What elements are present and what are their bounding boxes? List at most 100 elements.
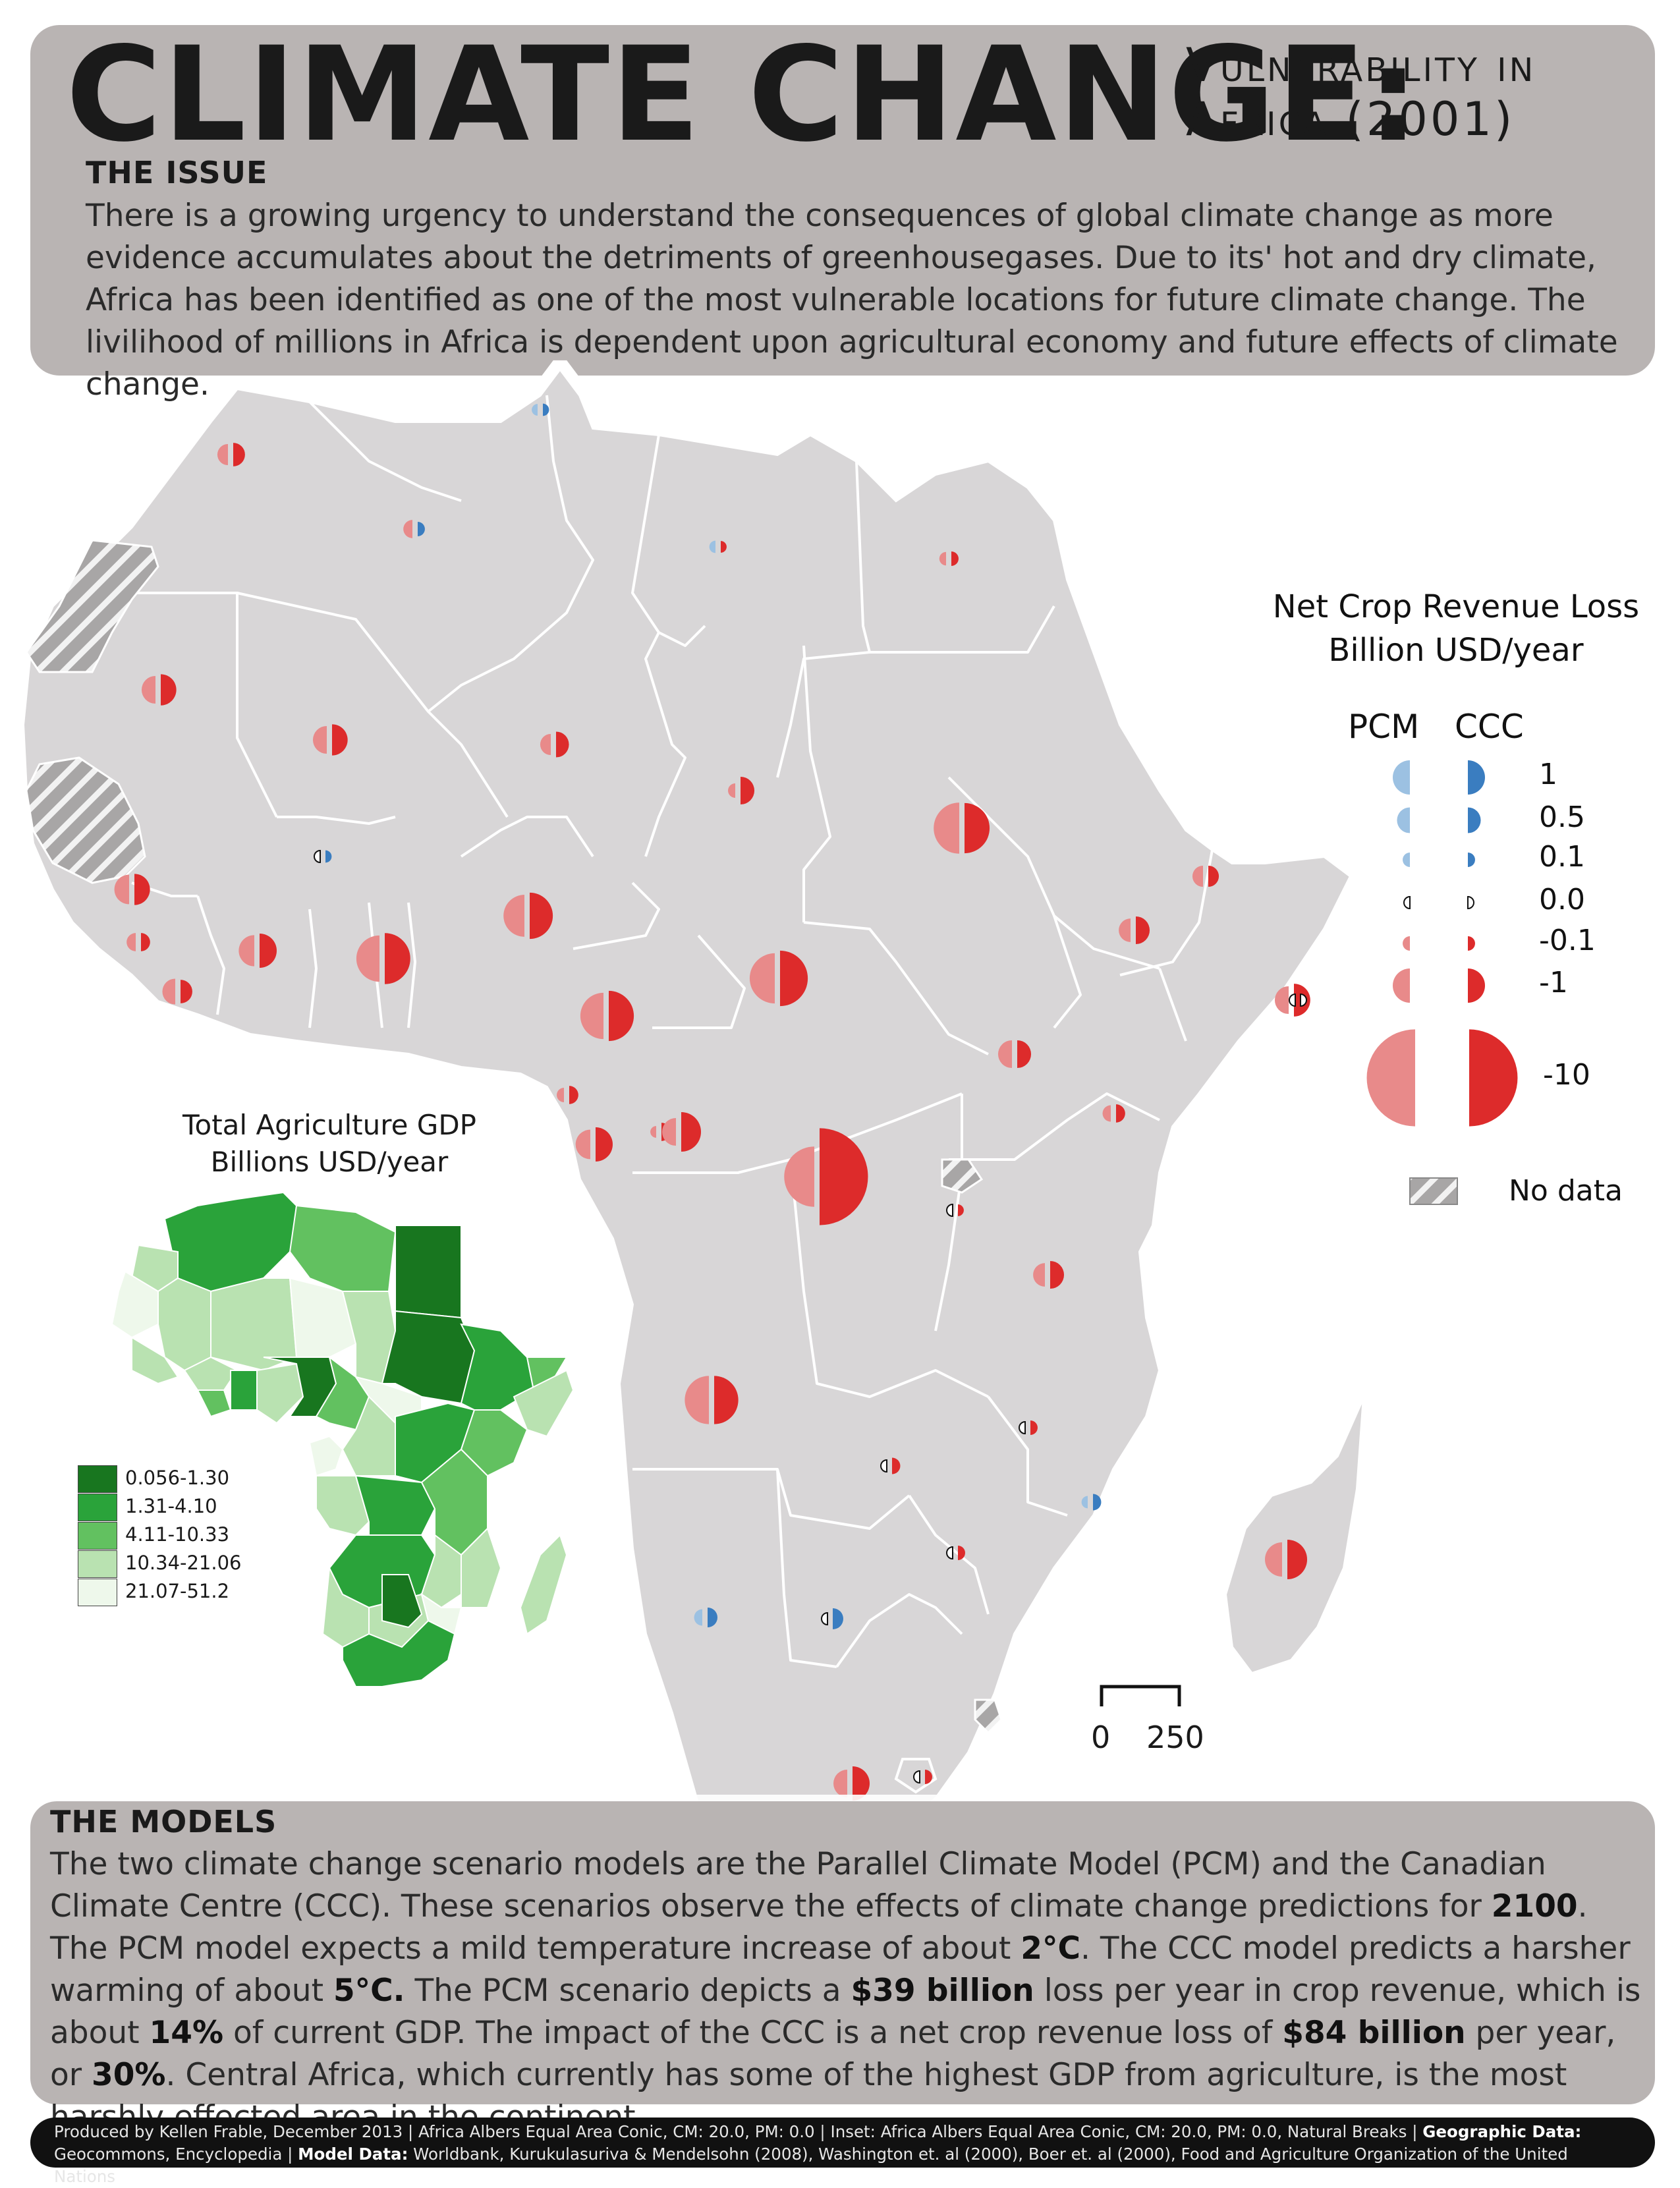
pcm-half-symbol (1274, 986, 1289, 1015)
country-symbol (126, 933, 150, 951)
country-symbol (939, 551, 959, 566)
country-symbol (532, 403, 549, 416)
ccc-half-symbol (1116, 1104, 1125, 1123)
legend-value-label: 0.5 (1539, 800, 1585, 834)
subtitle-line-2: Africa (2001) (1186, 92, 1515, 146)
ccc-half-symbol (741, 776, 755, 805)
ccc-half-symbol (418, 522, 425, 536)
ccc-half-symbol (853, 1766, 870, 1801)
pcm-half-symbol (162, 978, 175, 1005)
country-symbol (880, 1457, 901, 1474)
legend-ccc-half (1468, 807, 1481, 833)
models-ccc-loss: $84 billion (1282, 2015, 1466, 2051)
pcm-half-symbol (784, 1146, 814, 1207)
country-symbol (709, 540, 727, 553)
ccc-half-symbol (1136, 916, 1150, 945)
footer-model-label: Model Data: (298, 2145, 408, 2164)
pcm-half-symbol (312, 725, 327, 754)
models-pcm-pct: 14% (149, 2015, 224, 2051)
gdp-legend-label: 21.07-51.2 (125, 1580, 230, 1602)
gdp-inset-map (111, 1191, 574, 1687)
legend-ccc-half (1467, 895, 1474, 910)
ccc-half-symbol (569, 1086, 578, 1104)
legend-pcm-half (1393, 968, 1410, 1003)
footer-credits: Produced by Kellen Frable, December 2013… (30, 2118, 1655, 2186)
gdp-legend-label: 10.34-21.06 (125, 1552, 242, 1574)
scale-bar (1100, 1685, 1181, 1706)
ccc-half-symbol (141, 933, 150, 951)
no-data-label: No data (1509, 1174, 1623, 1208)
ccc-half-symbol (530, 892, 553, 940)
models-panel (30, 1801, 1655, 2104)
ccc-half-symbol (609, 990, 634, 1042)
models-pcm-loss: $39 billion (851, 1973, 1034, 2009)
ccc-half-symbol (951, 551, 959, 566)
pcm-half-symbol (946, 1546, 953, 1560)
pcm-half-symbol (749, 953, 775, 1004)
ccc-half-symbol (161, 674, 177, 706)
ccc-half-symbol (925, 1770, 932, 1784)
models-text-7: per year, or (50, 2015, 1616, 2093)
country-symbol (1192, 865, 1219, 887)
country-symbol (1119, 916, 1150, 945)
gdp-legend-swatch (78, 1550, 117, 1578)
ccc-half-symbol (958, 1546, 965, 1560)
footer-credit: Produced by Kellen Frable, December 2013… (54, 2122, 1423, 2141)
pcm-half-symbol (557, 1088, 564, 1102)
country-symbol (784, 1128, 868, 1225)
footer-geo-label: Geographic Data: (1422, 2122, 1582, 2141)
legend-value-label: -0.1 (1539, 924, 1596, 957)
ccc-half-symbol (708, 1608, 717, 1627)
pcm-half-symbol (1102, 1105, 1111, 1122)
models-text-4: The PCM scenario depicts a (405, 1973, 851, 2009)
ccc-half-symbol (965, 802, 990, 854)
pcm-half-symbol (709, 540, 715, 553)
pcm-half-symbol (403, 520, 412, 538)
models-year: 2100 (1491, 1888, 1578, 1924)
country-symbol (238, 934, 277, 968)
models-text: The two climate change scenario models a… (50, 1843, 1644, 2139)
ccc-half-symbol (134, 874, 150, 905)
gdp-legend-swatch (78, 1579, 117, 1606)
pcm-half-symbol (540, 733, 551, 756)
ccc-half-symbol (1017, 1040, 1032, 1069)
models-ccc-temp: 5°C. (333, 1973, 405, 2009)
country-symbol (1102, 1104, 1125, 1123)
country-borders (91, 395, 1214, 1668)
header-panel (30, 25, 1655, 376)
ccc-half-symbol (714, 1376, 739, 1424)
ccc-half-symbol (1093, 1494, 1102, 1511)
models-text-1: The two climate change scenario models a… (50, 1846, 1546, 1924)
ccc-half-symbol (1208, 865, 1219, 887)
ccc-half-symbol (325, 850, 332, 863)
models-heading: THE MODELS (50, 1804, 277, 1839)
gdp-legend-swatch (78, 1494, 117, 1521)
legend-ccc-half (1468, 936, 1475, 951)
issue-heading: THE ISSUE (86, 155, 268, 190)
scale-label-zero: 0 (1091, 1720, 1111, 1755)
pcm-half-symbol (1019, 1420, 1026, 1435)
ccc-half-symbol (1030, 1420, 1038, 1435)
pcm-half-symbol (126, 933, 136, 951)
pcm-half-symbol (685, 1376, 709, 1424)
madagascar (1223, 1396, 1365, 1675)
country-symbol (403, 520, 425, 538)
country-symbol (314, 849, 332, 864)
legend-ccc-half (1469, 1029, 1518, 1127)
pcm-half-symbol (532, 404, 538, 416)
legend-ccc-header: CCC (1455, 708, 1524, 746)
ccc-half-symbol (780, 950, 808, 1007)
pcm-half-symbol (821, 1612, 828, 1626)
ccc-half-symbol (1300, 993, 1307, 1007)
pcm-half-symbol (1289, 993, 1296, 1007)
legend-pcm-half (1366, 1029, 1415, 1127)
models-pcm-temp: 2°C (1021, 1930, 1080, 1967)
country-symbol (661, 1111, 702, 1152)
country-symbol (580, 990, 634, 1042)
legend-title: Net Crop Revenue Loss Billion USD/year (1239, 585, 1673, 672)
ccc-half-symbol (385, 933, 410, 984)
ccc-half-symbol (181, 980, 192, 1003)
country-symbol (114, 874, 150, 905)
pcm-half-symbol (1081, 1496, 1088, 1509)
country-symbol (503, 892, 553, 940)
